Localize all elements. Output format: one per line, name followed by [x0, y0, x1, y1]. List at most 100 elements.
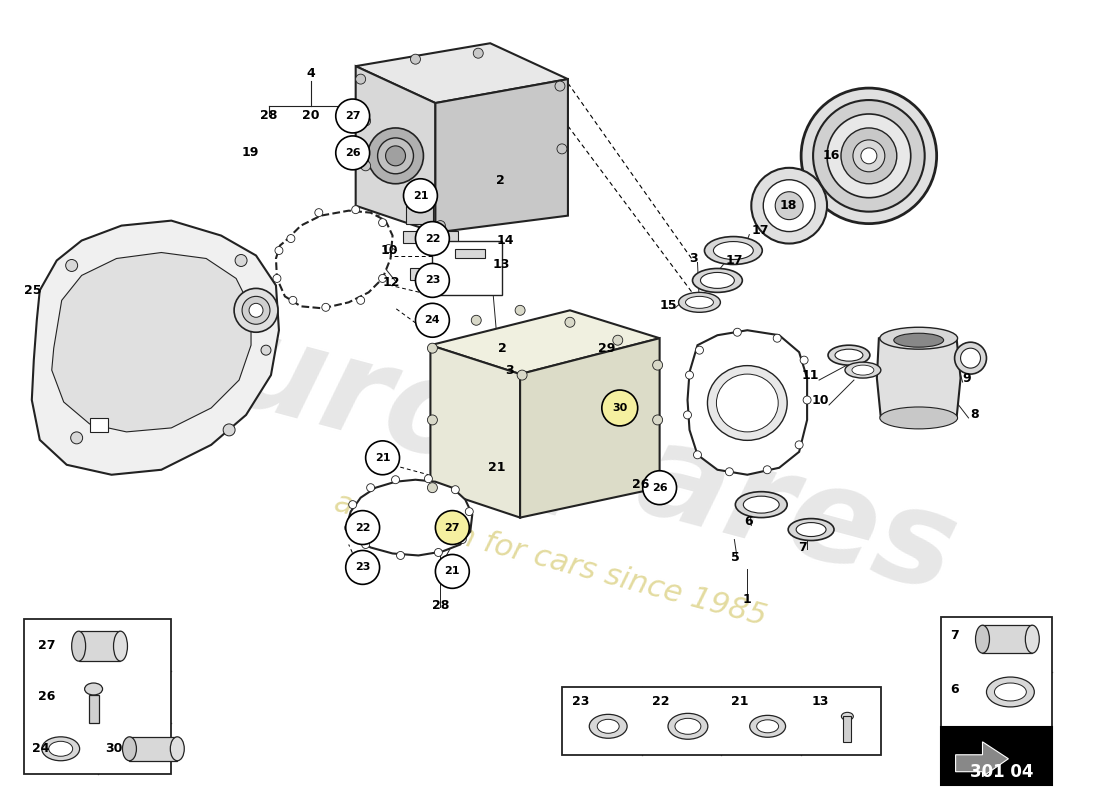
Ellipse shape [880, 327, 958, 349]
Polygon shape [430, 310, 660, 374]
Polygon shape [688, 330, 807, 474]
Text: 7: 7 [950, 629, 959, 642]
Circle shape [356, 296, 364, 304]
Text: 23: 23 [572, 695, 590, 709]
Circle shape [683, 411, 692, 419]
Polygon shape [877, 330, 960, 428]
Circle shape [386, 146, 406, 166]
Polygon shape [345, 480, 472, 555]
Ellipse shape [701, 273, 735, 288]
Circle shape [365, 441, 399, 474]
Polygon shape [520, 338, 660, 518]
Circle shape [827, 114, 911, 198]
Circle shape [287, 234, 295, 242]
Text: 25: 25 [24, 284, 42, 297]
Circle shape [800, 356, 808, 364]
Circle shape [685, 371, 693, 379]
Circle shape [289, 296, 297, 304]
Ellipse shape [590, 714, 627, 738]
Circle shape [66, 259, 78, 271]
Circle shape [642, 470, 676, 505]
Bar [130, 737, 177, 761]
Ellipse shape [828, 345, 870, 365]
Text: 21: 21 [375, 453, 390, 462]
Circle shape [336, 99, 370, 133]
Ellipse shape [675, 718, 701, 734]
Circle shape [695, 346, 704, 354]
Circle shape [613, 335, 623, 345]
Circle shape [234, 288, 278, 332]
Polygon shape [52, 253, 251, 432]
Circle shape [556, 81, 565, 91]
Ellipse shape [835, 349, 862, 361]
Circle shape [428, 415, 438, 425]
Text: 14: 14 [496, 234, 514, 247]
Bar [562, 687, 881, 754]
Ellipse shape [714, 242, 754, 259]
Text: 17: 17 [751, 224, 769, 237]
Ellipse shape [704, 237, 762, 265]
Text: 4: 4 [307, 66, 316, 80]
Circle shape [652, 415, 662, 425]
Text: 28: 28 [261, 110, 277, 122]
Circle shape [366, 484, 375, 492]
Polygon shape [956, 742, 1009, 777]
Circle shape [392, 476, 399, 484]
Polygon shape [355, 43, 568, 103]
Circle shape [345, 550, 379, 584]
Ellipse shape [685, 296, 714, 308]
Text: 1: 1 [742, 593, 751, 606]
Circle shape [725, 468, 734, 476]
Circle shape [776, 192, 803, 220]
Text: 26: 26 [37, 690, 55, 703]
Polygon shape [436, 79, 568, 233]
Circle shape [378, 274, 386, 282]
Text: 26: 26 [345, 148, 361, 158]
Circle shape [795, 441, 803, 449]
Ellipse shape [851, 365, 873, 375]
Text: 7: 7 [799, 541, 807, 554]
Text: 24: 24 [425, 315, 440, 326]
Circle shape [693, 451, 702, 458]
Circle shape [565, 318, 575, 327]
Ellipse shape [113, 631, 128, 661]
Circle shape [842, 128, 896, 184]
Circle shape [385, 245, 393, 253]
Bar [437, 230, 459, 245]
Circle shape [955, 342, 987, 374]
Bar [78, 631, 121, 661]
Circle shape [223, 424, 235, 436]
Ellipse shape [987, 677, 1034, 707]
Text: 16: 16 [823, 150, 840, 162]
Circle shape [352, 206, 360, 214]
Polygon shape [430, 345, 520, 518]
Text: 22: 22 [651, 695, 669, 709]
Circle shape [459, 535, 466, 543]
Circle shape [416, 263, 450, 298]
Text: 22: 22 [425, 234, 440, 243]
Circle shape [801, 88, 937, 224]
Circle shape [471, 315, 481, 326]
Ellipse shape [679, 292, 721, 312]
Text: a passion for cars since 1985: a passion for cars since 1985 [331, 488, 769, 631]
Text: 3: 3 [689, 252, 697, 265]
Circle shape [349, 501, 356, 509]
Circle shape [428, 482, 438, 493]
Bar [89, 418, 108, 432]
Circle shape [436, 221, 446, 230]
Text: 27: 27 [444, 522, 460, 533]
Text: 20: 20 [302, 110, 320, 122]
Bar [410, 269, 430, 281]
Ellipse shape [994, 683, 1026, 701]
Ellipse shape [789, 518, 834, 541]
Circle shape [465, 508, 473, 515]
Text: 21: 21 [732, 695, 749, 709]
Text: 27: 27 [345, 111, 361, 121]
Polygon shape [32, 221, 279, 474]
Ellipse shape [170, 737, 185, 761]
Ellipse shape [744, 496, 779, 513]
Bar [403, 230, 422, 242]
Circle shape [652, 360, 662, 370]
Circle shape [416, 222, 450, 255]
Circle shape [515, 306, 525, 315]
